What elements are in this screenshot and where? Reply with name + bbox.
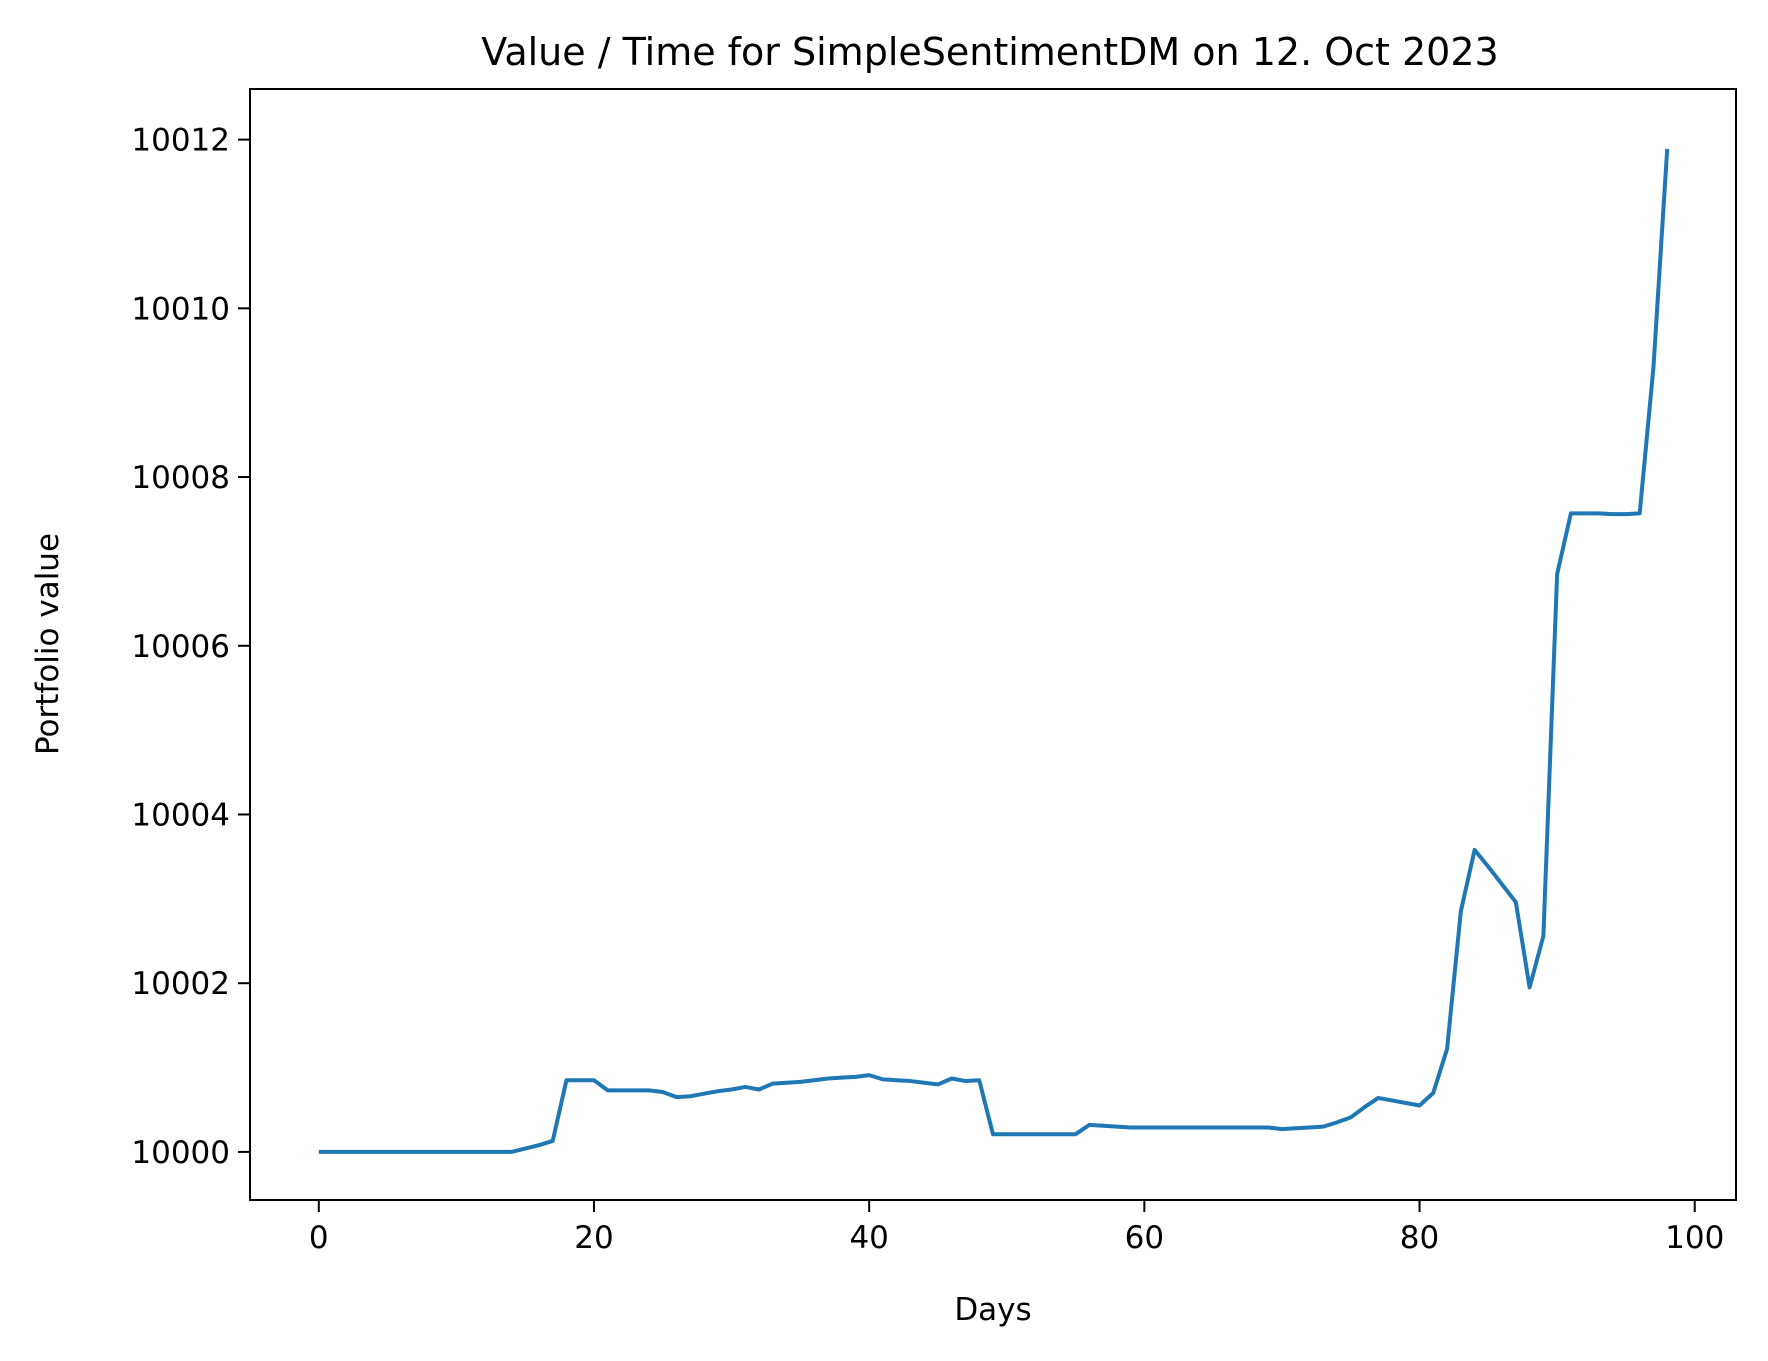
y-tick-label: 10010 [131, 291, 230, 327]
y-tick-label: 10000 [131, 1135, 230, 1171]
plot-frame [249, 88, 1737, 1201]
x-axis-label: Days [954, 1292, 1031, 1328]
y-axis-label: Portfolio value [30, 533, 66, 755]
series-line-0 [318, 148, 1670, 1154]
x-tick-label: 60 [1125, 1220, 1164, 1256]
x-tick-label: 100 [1665, 1220, 1724, 1256]
plot-area [318, 148, 1670, 1154]
y-tick-label: 10002 [131, 966, 230, 1002]
x-tick-label: 0 [309, 1220, 329, 1256]
y-tick-label: 10012 [131, 123, 230, 159]
x-axis: 0 20 40 60 80 100 [309, 1200, 1724, 1256]
x-tick-label: 80 [1400, 1220, 1439, 1256]
y-axis: 10000 10002 10004 10006 10008 10010 10012 [131, 123, 250, 1171]
chart-title: Value / Time for SimpleSentimentDM on 12… [481, 30, 1498, 74]
x-tick-label: 20 [574, 1220, 613, 1256]
x-tick-label: 40 [849, 1220, 888, 1256]
y-tick-label: 10006 [131, 629, 230, 665]
y-tick-label: 10004 [131, 797, 230, 833]
y-tick-label: 10008 [131, 460, 230, 496]
